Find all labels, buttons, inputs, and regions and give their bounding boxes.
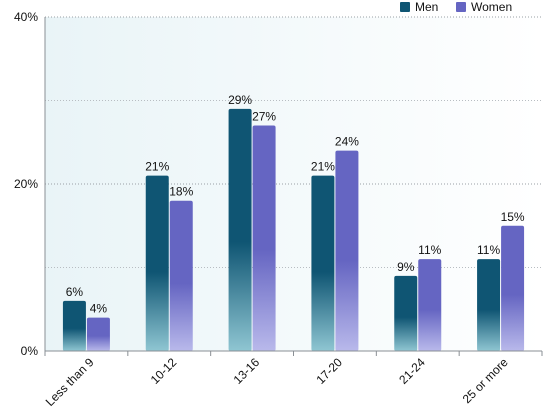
legend-label-women: Women [471,0,512,14]
y-tick-label: 40% [14,10,38,24]
data-label-women: 4% [90,302,108,316]
data-label-women: 15% [501,210,525,224]
legend-swatch-women [456,2,466,12]
data-label-men: 21% [145,160,169,174]
x-axis: Less than 9 10-12 13-16 17-20 21-24 25 or mor… [43,350,543,409]
bars [62,108,525,351]
bar-men [145,175,169,351]
data-label-women: 27% [252,110,276,124]
data-label-women: 24% [335,135,359,149]
data-label-men: 21% [311,160,335,174]
legend-swatch-men [400,2,410,12]
legend-label-men: Men [415,0,438,14]
bar-men [477,259,501,351]
y-tick-label: 0% [21,344,39,358]
y-tick-label: 20% [14,177,38,191]
data-label-men: 29% [228,93,252,107]
x-tick-label: Less than 9 [43,355,97,409]
bar-men [62,300,86,351]
bar-women [252,125,276,351]
data-label-women: 11% [418,243,441,257]
data-label-women: 18% [169,185,193,199]
plot-area-background [45,17,542,351]
y-axis: 0% 20% 40% [14,10,46,358]
bar-women [418,259,442,351]
x-tick-label: 13-16 [231,355,263,387]
legend: Men Women [400,0,512,14]
x-tick-label: 17-20 [313,355,345,387]
bar-men [394,275,418,351]
data-label-men: 11% [477,243,500,257]
x-tick-label: 21-24 [396,355,428,387]
x-tick-label: 10-12 [148,355,180,387]
bar-women [335,150,359,351]
x-tick-label: 25 or more [460,355,511,406]
data-label-men: 9% [397,260,415,274]
bar-women [501,225,525,351]
data-label-men: 6% [66,285,84,299]
bar-women [86,317,110,351]
bar-men [228,108,252,351]
bar-women [169,200,193,351]
bar-men [311,175,335,351]
gridlines [45,16,542,268]
data-labels: 6%4%21%18%29%27%21%24%9%11% 11%15% [66,93,525,316]
